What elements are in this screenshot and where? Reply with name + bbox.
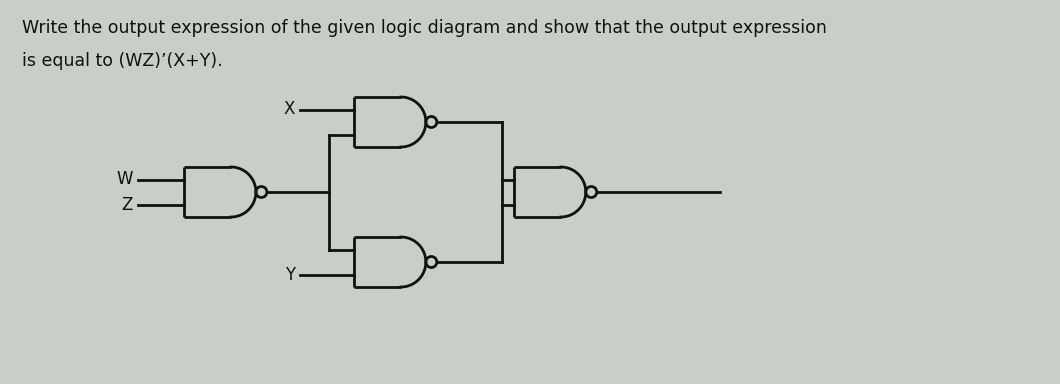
Text: Z: Z bbox=[122, 195, 132, 214]
Text: X: X bbox=[283, 101, 295, 119]
Text: W: W bbox=[117, 170, 132, 189]
Text: Write the output expression of the given logic diagram and show that the output : Write the output expression of the given… bbox=[22, 19, 827, 37]
Text: Y: Y bbox=[285, 265, 295, 283]
Text: is equal to (WZ)’(X+Y).: is equal to (WZ)’(X+Y). bbox=[22, 52, 223, 70]
